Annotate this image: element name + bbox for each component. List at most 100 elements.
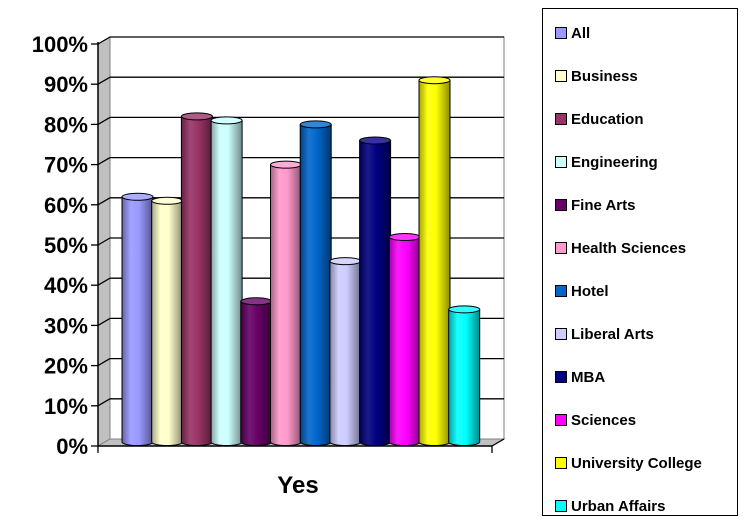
legend-label: Health Sciences — [571, 239, 687, 257]
bar-business — [151, 196, 184, 446]
legend-label: Education — [571, 110, 644, 128]
bar-top — [270, 160, 302, 169]
bar-education — [180, 112, 213, 446]
bar-top — [151, 196, 184, 205]
legend-item: Health Sciences — [555, 238, 686, 258]
legend-swatch — [555, 27, 567, 39]
gridline-side — [97, 398, 111, 407]
legend-swatch — [555, 500, 567, 512]
y-tick-label: 40% — [44, 273, 88, 298]
bar-top — [388, 232, 421, 241]
bar-top — [210, 116, 243, 125]
bar-university-college — [418, 76, 451, 446]
legend-label: Liberal Arts — [571, 325, 654, 343]
legend-item: Hotel — [555, 281, 609, 301]
bar-top — [180, 112, 213, 121]
bar-top — [359, 136, 392, 145]
legend-swatch — [555, 113, 567, 125]
gridline-side — [97, 76, 111, 85]
legend-item: University College — [555, 453, 702, 473]
bar-body — [210, 119, 243, 446]
gridline-side — [97, 36, 111, 45]
bar-body — [121, 196, 154, 446]
bar-fine-arts — [240, 297, 273, 446]
bar-top — [329, 257, 362, 266]
legend-item: Sciences — [555, 410, 636, 430]
bar-sciences — [388, 232, 421, 446]
x-axis-category-label: Yes — [277, 472, 318, 499]
y-tick-label: 10% — [44, 394, 88, 419]
legend-swatch — [555, 414, 567, 426]
legend-swatch — [555, 371, 567, 383]
legend-label: Sciences — [571, 411, 637, 429]
legend-swatch — [555, 199, 567, 211]
bar-body — [329, 260, 362, 446]
y-tick-label: 50% — [44, 233, 88, 258]
gridline-side — [97, 358, 111, 367]
gridline-side — [97, 157, 111, 166]
legend-item: Urban Affairs — [555, 496, 665, 516]
legend-item: MBA — [555, 367, 605, 387]
legend-swatch — [555, 70, 567, 82]
bar-health-sciences — [270, 160, 302, 446]
y-tick-label: 0% — [56, 434, 88, 459]
legend-item: Education — [555, 109, 644, 129]
floor-edge — [491, 438, 505, 447]
bars — [121, 76, 481, 446]
legend-item: All — [555, 23, 590, 43]
bar-body — [388, 236, 421, 446]
legend-item: Business — [555, 66, 638, 86]
legend-swatch — [555, 457, 567, 469]
y-tick-label: 80% — [44, 112, 88, 137]
gridline-side — [97, 197, 111, 206]
bar-body — [180, 115, 213, 446]
bar-body — [270, 164, 302, 446]
legend-item: Liberal Arts — [555, 324, 654, 344]
legend-item: Engineering — [555, 152, 658, 172]
legend-item: Fine Arts — [555, 195, 635, 215]
gridline-side — [97, 277, 111, 286]
bar-top — [448, 305, 481, 314]
gridline-side — [97, 116, 111, 125]
legend-label: Engineering — [571, 153, 658, 171]
y-tick-label: 70% — [44, 153, 88, 178]
legend-label: Fine Arts — [571, 196, 636, 214]
y-tick-label: 100% — [32, 32, 88, 57]
bar-body — [151, 200, 184, 446]
bar-body — [418, 79, 451, 446]
bar-liberal-arts — [329, 257, 362, 446]
bar-body — [240, 300, 273, 446]
bar-mba — [359, 136, 392, 446]
legend-swatch — [555, 242, 567, 254]
bar-body — [448, 308, 481, 446]
y-tick-label: 30% — [44, 313, 88, 338]
bar-all — [121, 192, 154, 446]
y-tick-label: 90% — [44, 72, 88, 97]
legend-swatch — [555, 285, 567, 297]
bar-hotel — [299, 120, 332, 446]
legend-label: University College — [571, 454, 702, 472]
bar-body — [299, 123, 332, 446]
bar-top — [299, 120, 332, 129]
legend-label: All — [571, 24, 591, 42]
legend-swatch — [555, 156, 567, 168]
y-axis-tick-labels: 0% 10% 20% 30% 40% 50% 60% 70% 80% 90% 100% — [32, 32, 88, 459]
axes — [91, 42, 505, 453]
legend-label: Hotel — [571, 282, 609, 300]
bar-urban-affairs — [448, 305, 481, 446]
y-tick-label: 20% — [44, 354, 88, 379]
legend-label: Business — [571, 67, 638, 85]
y-tick-label: 60% — [44, 193, 88, 218]
bar-top — [121, 192, 154, 201]
bar-chart: 0% 10% 20% 30% 40% 50% 60% 70% 80% 90% 100% Yes — [32, 32, 506, 499]
legend-swatch — [555, 328, 567, 340]
gridline-side — [97, 237, 111, 246]
bar-engineering — [210, 116, 243, 446]
legend: All Business Education Engineering Fine Arts… — [542, 8, 738, 516]
bar-top — [240, 297, 273, 306]
bar-top — [418, 76, 451, 85]
gridline-side — [97, 317, 111, 326]
bar-body — [359, 140, 392, 446]
legend-label: Urban Affairs — [571, 497, 666, 515]
legend-label: MBA — [571, 368, 606, 386]
